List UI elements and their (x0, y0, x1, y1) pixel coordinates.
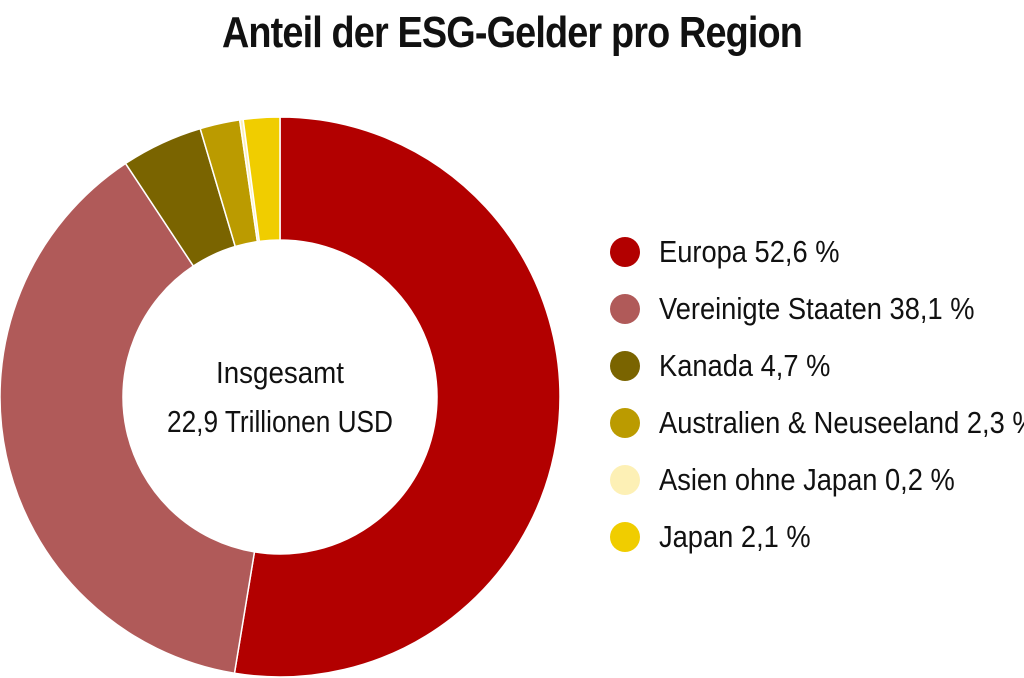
chart-title: Anteil der ESG-Gelder pro Region (221, 8, 803, 57)
slice-japan (242, 116, 281, 243)
legend: Europa 52,6 % Vereinigte Staaten 38,1 % Ka… (610, 230, 1024, 572)
legend-label-japan: Japan 2,1 % (659, 519, 811, 554)
legend-label-europa: Europa 52,6 % (659, 234, 840, 269)
legend-swatch-asien-ohne-japan (610, 465, 640, 495)
legend-label-vereinigte-staaten: Vereinigte Staaten 38,1 % (659, 291, 975, 326)
legend-swatch-vereinigte-staaten (610, 294, 640, 324)
slice-europa (233, 116, 561, 678)
legend-label-australien-neuseeland: Australien & Neuseeland 2,3 % (659, 405, 1024, 440)
legend-item-europa: Europa 52,6 % (610, 230, 1024, 274)
legend-swatch-kanada (610, 351, 640, 381)
center-label-line-2: 22,9 Trillionen USD (167, 404, 393, 439)
legend-label-kanada: Kanada 4,7 % (659, 348, 831, 383)
legend-swatch-japan (610, 522, 640, 552)
legend-swatch-europa (610, 237, 640, 267)
legend-label-asien-ohne-japan: Asien ohne Japan 0,2 % (659, 462, 955, 497)
legend-item-japan: Japan 2,1 % (610, 515, 1024, 559)
legend-item-vereinigte-staaten: Vereinigte Staaten 38,1 % (610, 287, 1024, 331)
legend-item-kanada: Kanada 4,7 % (610, 344, 1024, 388)
legend-swatch-australien-neuseeland (610, 408, 640, 438)
center-label-line-1: Insgesamt (216, 355, 344, 390)
donut-slices (0, 116, 561, 678)
legend-item-asien-ohne-japan: Asien ohne Japan 0,2 % (610, 458, 1024, 502)
legend-item-australien-neuseeland: Australien & Neuseeland 2,3 % (610, 401, 1024, 445)
slice-vereinigte-staaten (0, 162, 256, 675)
